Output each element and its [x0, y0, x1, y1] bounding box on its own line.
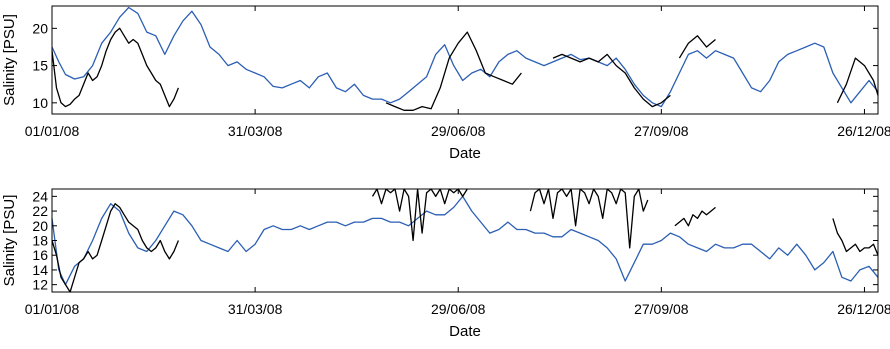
y-tick-label: 16: [32, 247, 48, 263]
y-tick-label: 24: [32, 188, 48, 204]
x-tick-label: 31/03/08: [228, 301, 283, 317]
series-black-line-0: [52, 28, 178, 106]
y-tick-label: 15: [32, 58, 48, 74]
y-tick-label: 20: [32, 218, 48, 234]
x-tick-label: 01/01/08: [25, 301, 80, 317]
x-tick-label: 26/12/08: [837, 123, 890, 139]
y-tick-label: 18: [32, 233, 48, 249]
x-tick-label: 27/09/08: [634, 123, 689, 139]
x-tick-label: 29/06/08: [431, 123, 486, 139]
series-black-line-1: [373, 189, 468, 241]
y-tick-label: 14: [32, 262, 48, 278]
y-axis-label: Salinity [PSU]: [1, 14, 18, 106]
x-tick-label: 27/09/08: [634, 301, 689, 317]
series-black-line-3: [675, 207, 716, 225]
x-tick-label: 31/03/08: [228, 123, 283, 139]
x-tick-label: 29/06/08: [431, 301, 486, 317]
axes-frame: [52, 6, 878, 114]
top-panel: 10 15 20 01/01/08 31/03/08 29/06/08 27/09/08 26…: [1, 6, 890, 162]
x-tick-label: 26/12/08: [837, 301, 890, 317]
series-black-line-4: [833, 218, 878, 255]
series-black-line-1: [386, 32, 521, 110]
series-blue-line-0: [52, 196, 878, 284]
series-black-line-4: [837, 58, 878, 103]
y-tick-label: 10: [32, 95, 48, 111]
y-tick-label: 20: [32, 20, 48, 36]
y-tick-label: 12: [32, 277, 48, 293]
y-axis-label: Salinity [PSU]: [1, 195, 18, 287]
series-black-line-0: [52, 204, 178, 292]
series-black-line-2: [530, 189, 647, 248]
axes-frame: [52, 189, 878, 292]
x-tick-label: 01/01/08: [25, 123, 80, 139]
x-axis-label: Date: [449, 145, 481, 162]
x-axis-label: Date: [449, 323, 481, 340]
y-tick-label: 22: [32, 203, 48, 219]
series-blue-line-0: [52, 8, 878, 107]
